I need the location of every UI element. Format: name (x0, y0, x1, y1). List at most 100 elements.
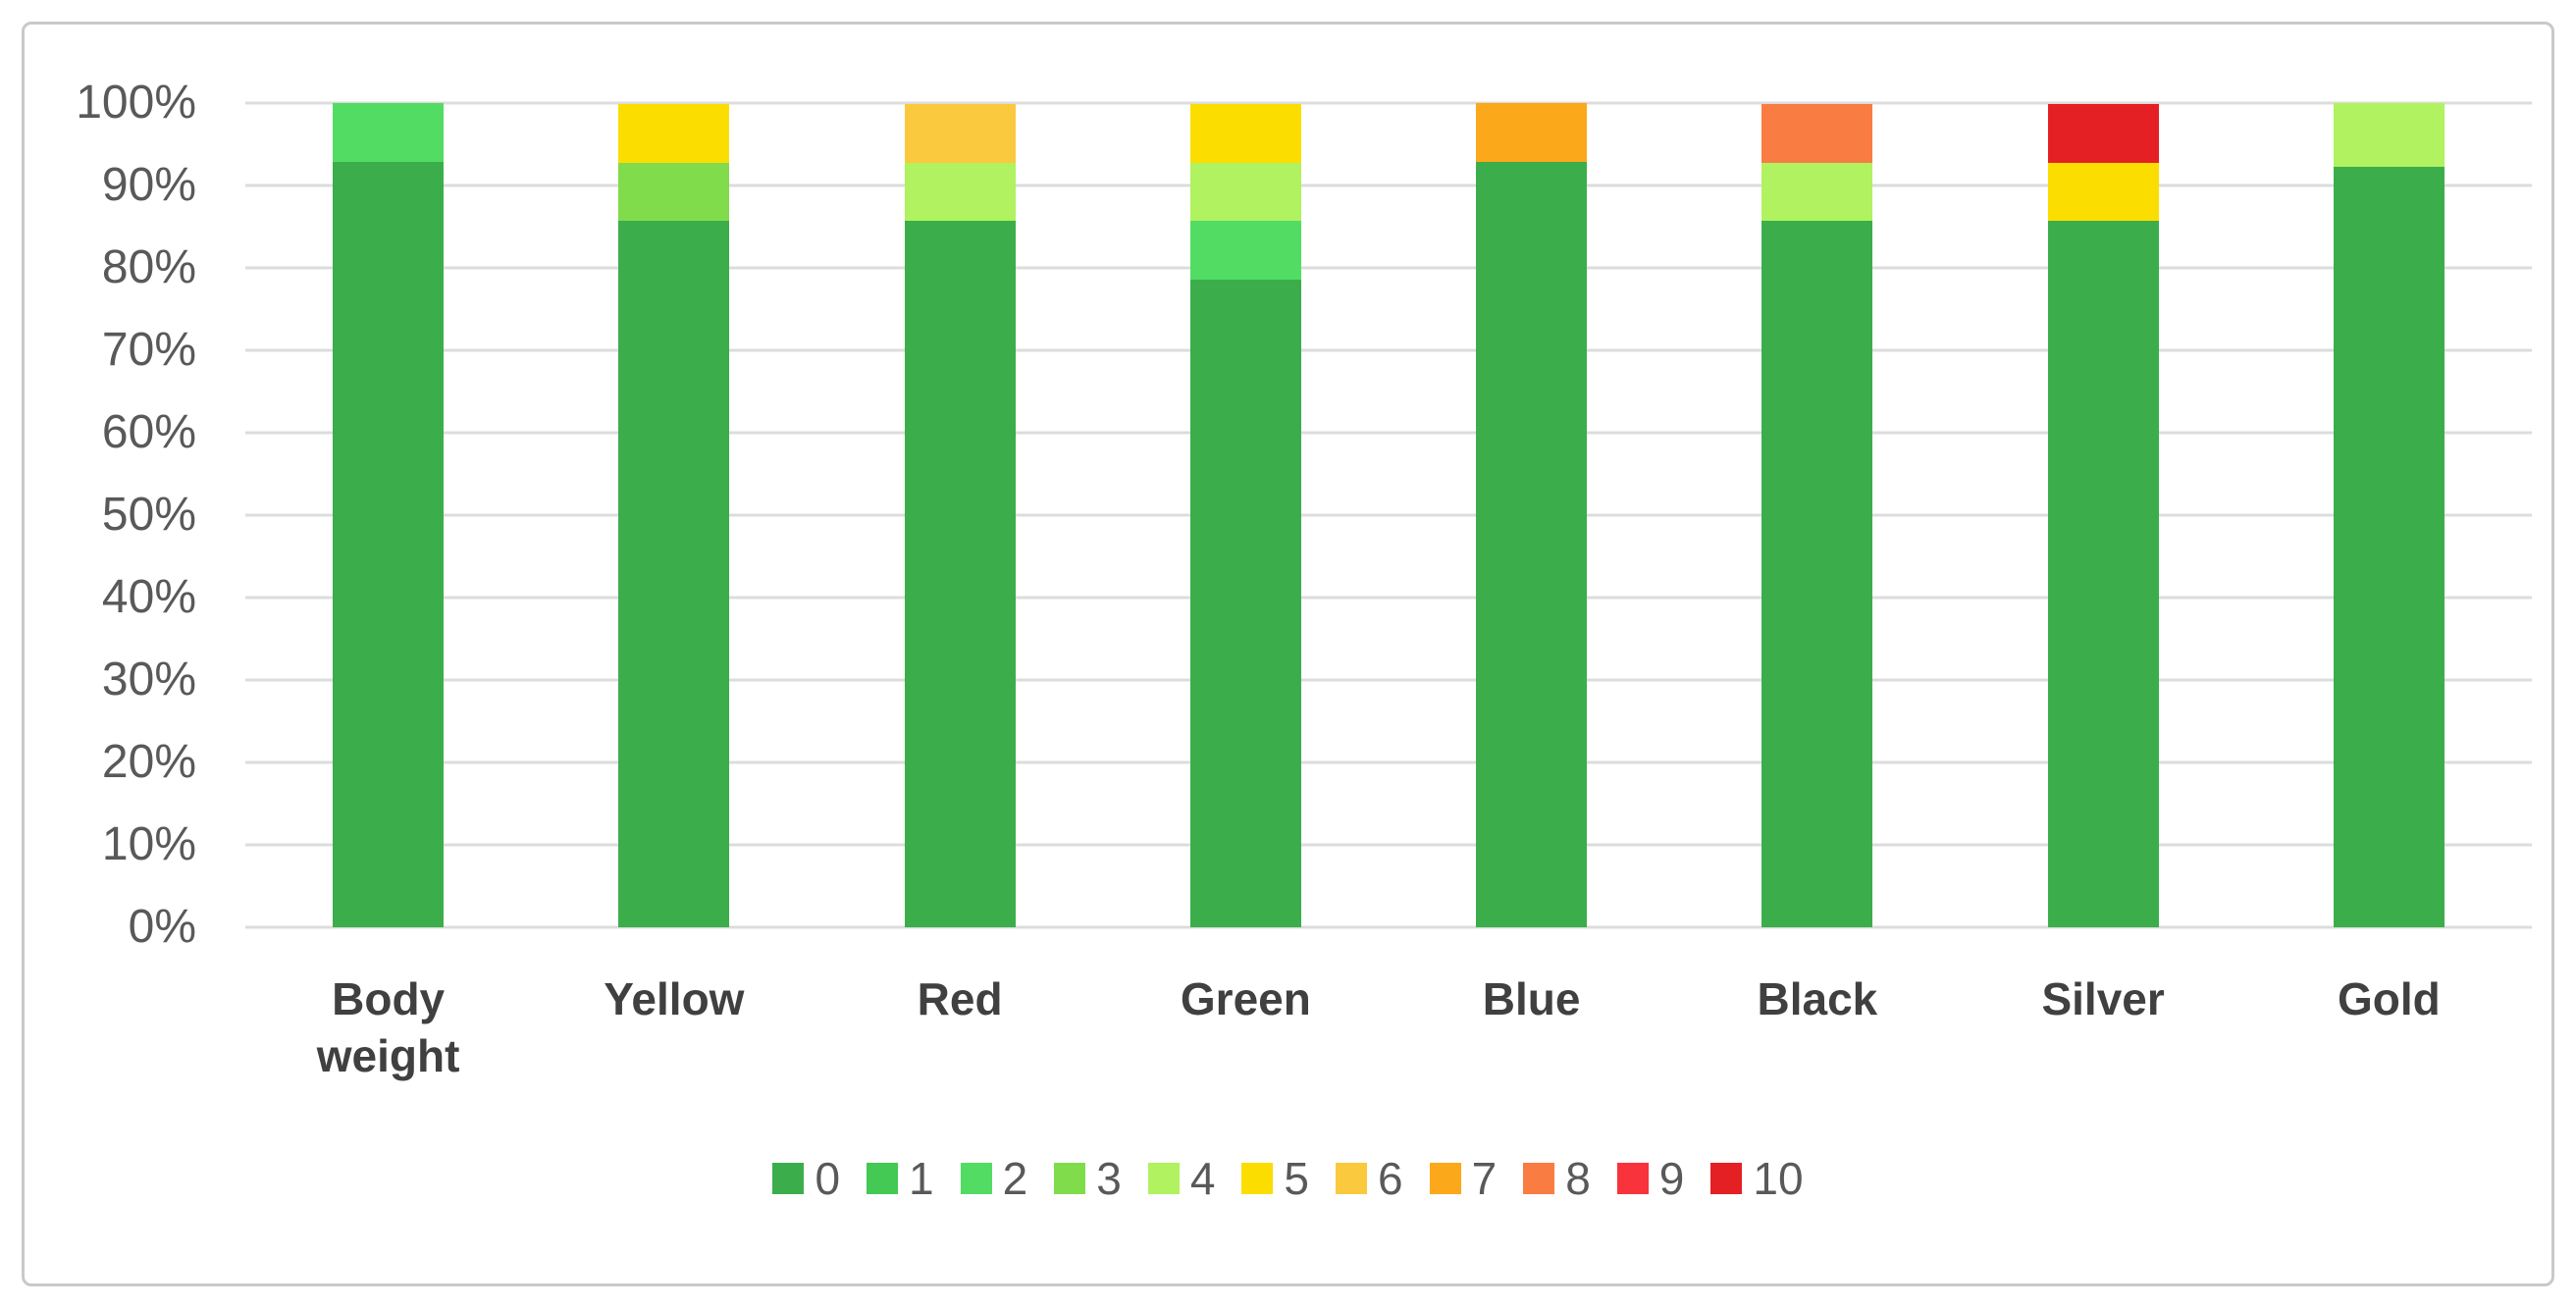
legend-item-2: 2 (960, 1153, 1028, 1204)
bar-segment-rating-3 (618, 162, 730, 222)
x-label-slot: Red (817, 971, 1103, 1084)
bar-slot (1674, 103, 1960, 927)
legend-label: 5 (1284, 1153, 1309, 1204)
stacked-bar-black (1761, 103, 1873, 927)
stacked-bar-green (1189, 103, 1301, 927)
legend-label: 2 (1002, 1153, 1028, 1204)
x-axis-category-labels: Body weight Yellow Red Green Blue Black Silver… (245, 971, 2532, 1084)
y-tick-label: 90% (101, 159, 196, 211)
bar-slot (245, 103, 531, 927)
bar-slot (1103, 103, 1389, 927)
x-category-label: Green (1180, 973, 1311, 1024)
bar-segment-rating-5 (2047, 162, 2159, 222)
bar-slot (817, 103, 1103, 927)
legend-label: 1 (909, 1153, 934, 1204)
x-category-label: Gold (2337, 973, 2441, 1024)
gridline (245, 513, 2532, 517)
gridline (245, 925, 2532, 929)
legend-label: 10 (1753, 1153, 1804, 1204)
legend-swatch-icon (1523, 1163, 1555, 1194)
bars-layer (245, 103, 2532, 927)
bar-slot (1389, 103, 1674, 927)
gridline (245, 348, 2532, 352)
y-tick-label: 50% (101, 489, 196, 541)
y-tick-label: 80% (101, 241, 196, 293)
gridline (245, 266, 2532, 270)
bar-slot (1961, 103, 2246, 927)
bar-segment-rating-10 (2047, 103, 2159, 163)
bar-segment-rating-0 (1189, 279, 1301, 927)
plot-area (245, 101, 2532, 929)
legend-label: 6 (1378, 1153, 1403, 1204)
x-label-slot: Gold (2246, 971, 2532, 1084)
legend-label: 3 (1096, 1153, 1122, 1204)
bar-slot (2246, 103, 2532, 927)
legend-item-1: 1 (867, 1156, 934, 1201)
legend-swatch-icon (1710, 1163, 1743, 1194)
gridline (245, 843, 2532, 847)
legend-item-0: 0 (772, 1156, 840, 1201)
bar-segment-rating-0 (618, 221, 730, 927)
legend-label: 7 (1471, 1153, 1498, 1204)
stacked-bar-red (904, 103, 1016, 927)
legend-item-8: 8 (1523, 1156, 1591, 1201)
legend-item-4: 4 (1147, 1153, 1216, 1204)
bar-slot (531, 103, 816, 927)
legend-swatch-icon (1616, 1163, 1649, 1194)
y-tick-label: 70% (101, 324, 196, 376)
bar-segment-rating-0 (2047, 221, 2159, 927)
legend-swatch-icon (1429, 1163, 1461, 1194)
x-label-slot: Yellow (531, 971, 816, 1084)
stacked-bar-body-weight (333, 103, 445, 927)
y-tick-label: 20% (101, 736, 196, 788)
bar-segment-rating-0 (1476, 161, 1588, 927)
bar-segment-rating-0 (333, 161, 445, 927)
y-axis-tick-labels: 0% 10% 20% 30% 40% 50% 60% 70% 80% 90% 100% (29, 79, 196, 951)
x-label-slot: Green (1103, 971, 1389, 1084)
x-label-slot: Silver (1961, 971, 2246, 1084)
legend-swatch-icon (772, 1163, 805, 1194)
stacked-bar-silver (2047, 103, 2159, 927)
legend-swatch-icon (1054, 1163, 1086, 1194)
legend-item-9: 9 (1616, 1153, 1685, 1204)
chart-legend: 0 1 2 3 4 5 6 7 8 9 10 (0, 1156, 2576, 1201)
x-category-label: Blue (1482, 973, 1581, 1024)
legend-item-5: 5 (1241, 1156, 1309, 1201)
y-tick-label: 10% (101, 818, 196, 870)
gridline (245, 431, 2532, 435)
bar-segment-rating-0 (2333, 166, 2445, 927)
bar-segment-rating-0 (1761, 221, 1873, 927)
y-tick-label: 0% (128, 901, 196, 953)
x-category-label: Red (917, 973, 1003, 1024)
bar-segment-rating-5 (618, 103, 730, 163)
legend-label: 4 (1189, 1153, 1216, 1204)
x-category-label: Yellow (604, 973, 745, 1024)
stacked-bar-blue (1476, 103, 1588, 927)
stacked-bar-yellow (618, 103, 730, 927)
legend-item-10: 10 (1710, 1153, 1804, 1204)
gridline (245, 760, 2532, 764)
bar-segment-rating-7 (1476, 103, 1588, 162)
legend-swatch-icon (960, 1163, 992, 1194)
bar-segment-rating-4 (1189, 162, 1301, 222)
legend-swatch-icon (1147, 1163, 1180, 1194)
x-label-slot: Blue (1389, 971, 1674, 1084)
x-category-label: Silver (2041, 973, 2165, 1024)
gridline (245, 183, 2532, 187)
legend-label: 9 (1658, 1153, 1685, 1204)
legend-swatch-icon (1241, 1163, 1274, 1194)
stacked-bar-gold (2333, 103, 2445, 927)
legend-swatch-icon (1336, 1163, 1367, 1194)
bar-segment-rating-4 (1761, 162, 1873, 222)
x-category-label: Black (1757, 973, 1878, 1024)
bar-segment-rating-0 (904, 221, 1016, 927)
bar-segment-rating-8 (1761, 103, 1873, 163)
y-tick-label: 40% (101, 571, 196, 623)
legend-item-3: 3 (1054, 1156, 1122, 1201)
gridline (245, 596, 2532, 600)
gridline (245, 678, 2532, 682)
gridline (245, 101, 2532, 105)
y-tick-label: 30% (101, 654, 196, 706)
bar-segment-rating-2 (333, 103, 445, 162)
